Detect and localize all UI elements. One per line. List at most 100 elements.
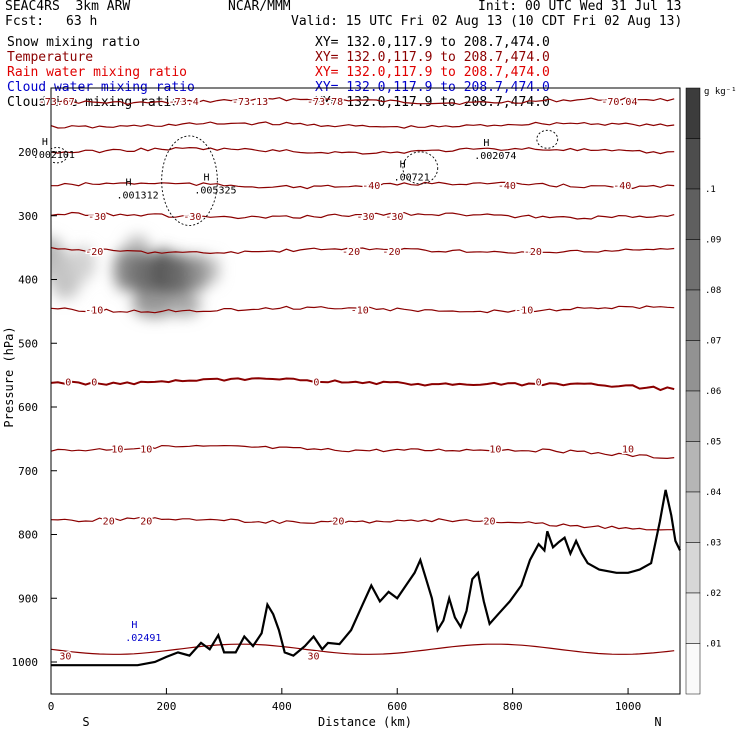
colorbar-swatch [685,289,701,341]
contour-line [51,97,675,106]
contour-line [51,181,675,190]
valid-time: Valid: 15 UTC Fri 02 Aug 13 (10 CDT Fri … [291,14,683,29]
maximum-marker: H [400,160,406,171]
maximum-label: .002101 [33,150,75,161]
maximum-marker: H [42,137,48,148]
colorbar-tick-label: .09 [705,236,721,246]
y-tick-label: 500 [18,337,38,350]
contour-label: -70.04 [601,97,637,108]
colorbar-swatch [685,491,701,543]
contour-label: -30 [385,212,403,223]
contour-label: -30 [183,212,201,223]
colorbar-swatch [685,239,701,291]
contour-label: 0 [91,378,97,389]
contour-label: -20 [382,247,400,258]
contour-label: 10 [111,444,123,455]
contour-label: -20 [85,247,103,258]
contour-label: -30 [88,212,106,223]
colorbar-tick-label: .07 [705,337,721,347]
maximum-label: .002074 [474,151,516,162]
field-name-temperature: Temperature [7,50,94,65]
maximum-label: .005325 [194,185,236,196]
contour-line [51,377,675,392]
field-xy-temperature: XY= 132.0,117.9 to 208.7,474.0 [315,50,550,65]
cloud-ice-contours [51,129,559,226]
contour-label: -20 [342,247,360,258]
colorbar-swatch [685,340,701,392]
contour-label: -40 [362,181,380,192]
north-label: N [654,715,661,729]
y-tick-label: 600 [18,401,38,414]
colorbar-unit: g kg⁻¹ [704,87,737,97]
contour-label: 0 [65,378,71,389]
terrain-line [51,489,681,667]
field-name-snow: Snow mixing ratio [7,35,141,50]
colorbar-tick-label: .08 [705,286,721,296]
field-name-rain: Rain water mixing ratio [7,65,188,80]
field-xy-snow: XY= 132.0,117.9 to 208.7,474.0 [315,35,550,50]
colorbar-swatch [685,643,701,695]
field-xy-rain: XY= 132.0,117.9 to 208.7,474.0 [315,65,550,80]
temperature-contours [51,97,675,655]
colorbar-tick-label: .01 [705,640,721,650]
x-tick-label: 200 [156,700,176,713]
contour-line [51,121,675,129]
forecast-hours: 63 h [66,14,98,29]
south-label: S [82,715,89,729]
y-tick-label: 700 [18,465,38,478]
contour-label: -10 [85,305,103,316]
contour-label: 10 [489,444,501,455]
contour-label: 20 [332,516,344,527]
maximum-marker: H [131,620,137,631]
field-name-cloud-ice: Cloud ice mixing ratio [7,95,180,110]
snow-mixing-ratio-shading [51,235,220,318]
colorbar-swatch [685,87,701,139]
organization-label: NCAR/MMM [228,0,291,14]
colorbar-tick-label: .05 [705,438,721,448]
maximum-label: .001312 [116,190,158,201]
maximum-marker: H [126,177,132,188]
maximum-label: .00721 [394,173,430,184]
forecast-label: Fcst: [5,14,45,29]
contour-label: 20 [103,516,115,527]
contour-label: 30 [308,652,320,663]
contour-label: 20 [140,516,152,527]
contour-label: 20 [484,516,496,527]
y-tick-label: 900 [18,592,38,605]
contour-labels: -73.67 -73.4 -73.13 -73.78 -70.04 -40 -40 -40 -3… [33,96,639,665]
cloud-ice-contour [536,129,559,149]
cloud-ice-contour [161,135,218,226]
maximum-label: .02491 [125,633,161,644]
maximum-marker: H [203,172,209,183]
contour-label: 0 [536,378,542,389]
y-tick-label: 300 [18,210,38,223]
colorbar-swatch [685,390,701,442]
colorbar-swatch [685,188,701,240]
contour-label: 10 [140,444,152,455]
contour-line [51,247,675,255]
y-tick-label: 1000 [12,656,39,669]
colorbar-tick-label: .02 [705,589,721,599]
contour-label: -40 [613,181,631,192]
contour-label: -40 [498,181,516,192]
y-axis-label: Pressure (hPa) [2,326,16,427]
contour-label: -10 [515,305,533,316]
cloud-ice-contour [402,151,439,185]
plot-frame [50,87,681,695]
contour-label: 0 [313,378,319,389]
colorbar-swatch [685,542,701,594]
contour-line [51,305,675,314]
x-tick-label: 1000 [615,700,642,713]
x-tick-label: 800 [503,700,523,713]
colorbar-swatch [685,138,701,190]
maximum-marker: H [483,138,489,149]
cloud-ice-contour [51,147,68,164]
contour-line [51,444,675,460]
contour-label: 10 [622,444,634,455]
contour-line [51,516,675,531]
contour-label: 30 [59,652,71,663]
field-name-cloud-water: Cloud water mixing ratio [7,80,195,95]
x-tick-label: 0 [48,700,55,713]
model-title: SEAC4RS 3km ARW [5,0,131,14]
